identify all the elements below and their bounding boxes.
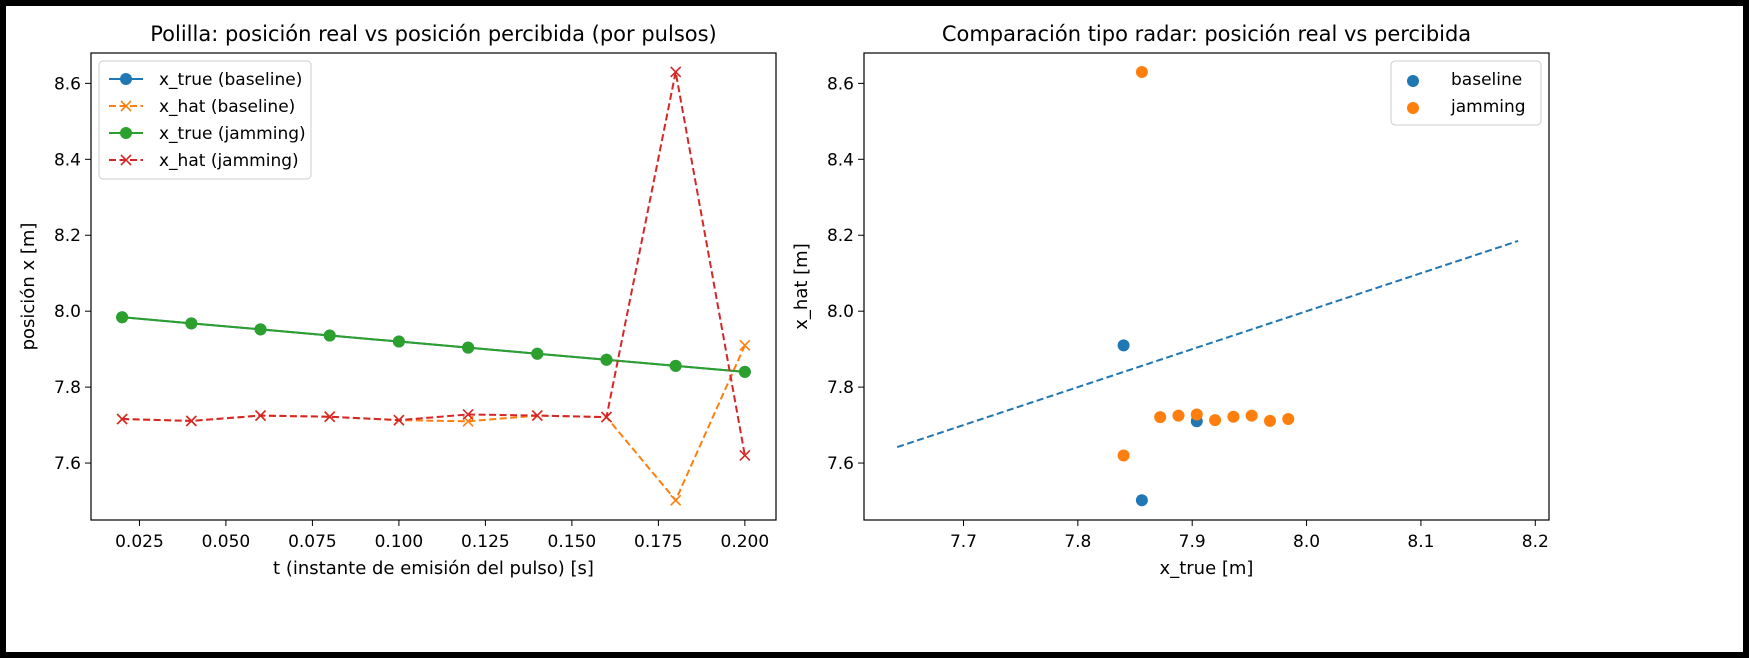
- y-tick-label: 8.6: [827, 74, 854, 94]
- scatter-point: [1227, 410, 1240, 423]
- data-point: [116, 413, 128, 425]
- scatter-point: [1135, 65, 1148, 78]
- data-point: [600, 353, 613, 366]
- legend-marker: [1407, 102, 1419, 114]
- data-point: [739, 449, 751, 462]
- scatter-chart-radar: Comparación tipo radar: posición real vs…: [791, 22, 1550, 579]
- x-tick-label: 8.2: [1522, 532, 1549, 552]
- scatter-point: [1209, 414, 1222, 427]
- legend-marker: [120, 154, 132, 166]
- data-point: [531, 347, 544, 360]
- legend: baseline jamming: [1390, 60, 1542, 126]
- x-tick-label: 7.9: [1179, 532, 1206, 552]
- y-tick-label: 8.4: [827, 150, 854, 170]
- scatter-point: [1117, 449, 1130, 462]
- x-tick-label: 7.7: [950, 532, 977, 552]
- x-axis-label: t (instante de emisión del pulso) [s]: [273, 558, 594, 579]
- scatter-point: [1135, 494, 1148, 507]
- scatter-point: [1154, 411, 1167, 424]
- scatter-point: [1117, 339, 1130, 352]
- data-point: [600, 411, 613, 423]
- legend-label: x_hat (jamming): [159, 151, 299, 171]
- data-point: [254, 410, 267, 422]
- chart-title: Comparación tipo radar: posición real vs…: [942, 22, 1471, 46]
- x-tick-label: 0.125: [461, 532, 510, 552]
- plot-area: [896, 65, 1519, 507]
- x-tick-label: 0.050: [202, 532, 251, 552]
- legend-box: [98, 60, 312, 180]
- scatter-point: [1245, 409, 1258, 422]
- x-tick-label: 0.175: [634, 532, 683, 552]
- plot-frame: [90, 52, 777, 521]
- y-axis-label: posición x [m]: [18, 223, 39, 351]
- plot-area: [116, 66, 751, 506]
- y-tick-label: 8.2: [54, 226, 81, 246]
- data-point: [116, 311, 129, 324]
- y-tick-label: 7.6: [54, 454, 81, 474]
- series-line-2: [122, 316, 745, 373]
- y-tick-label: 7.8: [54, 378, 81, 398]
- y-tick-label: 8.6: [54, 74, 81, 94]
- data-point: [324, 411, 336, 423]
- x-tick-label: 0.025: [115, 532, 164, 552]
- scatter-point: [1282, 413, 1295, 426]
- line-chart-time: Polilla: posición real vs posición perci…: [18, 22, 777, 579]
- legend: x_true (baseline) x_hat (baseline) x_true …: [98, 60, 312, 180]
- data-point: [323, 329, 336, 342]
- y-tick-label: 8.0: [827, 302, 854, 322]
- legend-label: x_true (jamming): [159, 124, 306, 144]
- data-point: [669, 359, 682, 372]
- data-point: [462, 408, 474, 421]
- data-point: [185, 415, 197, 427]
- plot-frame: [863, 52, 1550, 521]
- scatter-point: [1263, 414, 1276, 427]
- figure: Polilla: posición real vs posición perci…: [6, 6, 1743, 652]
- legend-box: [1390, 60, 1542, 126]
- legend-marker: [120, 100, 132, 112]
- legend-label: baseline: [1451, 70, 1522, 90]
- x-tick-label: 7.8: [1064, 532, 1091, 552]
- y-tick-label: 8.2: [827, 226, 854, 246]
- x-tick-label: 0.200: [721, 532, 770, 552]
- y-tick-label: 8.0: [54, 302, 81, 322]
- y-axis-label: x_hat [m]: [791, 243, 812, 329]
- legend-marker: [120, 127, 132, 139]
- data-point: [739, 339, 751, 351]
- x-axis-label: x_true [m]: [1160, 558, 1254, 579]
- y-tick-label: 7.6: [827, 454, 854, 474]
- data-point: [392, 335, 405, 348]
- legend-marker: [120, 73, 132, 85]
- data-point: [393, 414, 405, 426]
- data-point: [670, 494, 682, 506]
- x-tick-label: 0.075: [288, 532, 337, 552]
- x-tick-label: 0.100: [375, 532, 424, 552]
- legend-label: x_true (baseline): [159, 70, 302, 90]
- data-point: [185, 317, 198, 330]
- legend-label: jamming: [1450, 97, 1526, 117]
- legend-label: x_hat (baseline): [159, 97, 295, 117]
- y-tick-label: 7.8: [827, 378, 854, 398]
- x-tick-label: 8.1: [1407, 532, 1434, 552]
- figure-canvas: Polilla: posición real vs posición perci…: [18, 22, 1550, 579]
- reference-line: [896, 239, 1519, 449]
- data-point: [531, 410, 543, 422]
- legend-marker: [1407, 75, 1419, 87]
- series-line-1: [122, 344, 746, 503]
- x-tick-label: 0.150: [548, 532, 597, 552]
- data-point: [738, 365, 751, 378]
- y-tick-label: 8.4: [54, 150, 81, 170]
- x-tick-label: 8.0: [1293, 532, 1320, 552]
- data-point: [462, 341, 475, 354]
- scatter-point: [1190, 408, 1203, 421]
- chart-title: Polilla: posición real vs posición perci…: [150, 22, 717, 46]
- data-point: [670, 66, 682, 78]
- data-point: [254, 323, 267, 336]
- scatter-point: [1172, 409, 1185, 422]
